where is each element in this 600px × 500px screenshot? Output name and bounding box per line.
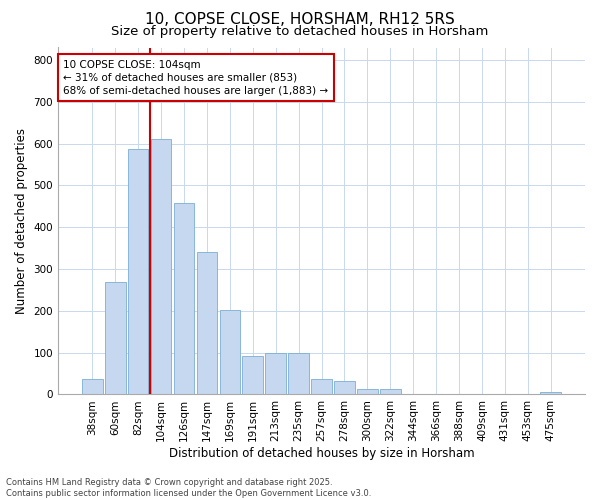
Bar xyxy=(265,352,286,395)
Text: 10 COPSE CLOSE: 104sqm
← 31% of detached houses are smaller (853)
68% of semi-de: 10 COPSE CLOSE: 104sqm ← 31% of detached… xyxy=(64,60,328,96)
Bar xyxy=(173,203,194,394)
Bar xyxy=(197,252,217,394)
Bar xyxy=(541,392,561,394)
Y-axis label: Number of detached properties: Number of detached properties xyxy=(15,128,28,314)
Bar xyxy=(288,352,309,395)
Text: Size of property relative to detached houses in Horsham: Size of property relative to detached ho… xyxy=(112,25,488,38)
Bar xyxy=(311,378,332,394)
Bar xyxy=(128,148,148,394)
Bar xyxy=(242,356,263,395)
X-axis label: Distribution of detached houses by size in Horsham: Distribution of detached houses by size … xyxy=(169,447,475,460)
Text: Contains HM Land Registry data © Crown copyright and database right 2025.
Contai: Contains HM Land Registry data © Crown c… xyxy=(6,478,371,498)
Bar xyxy=(105,282,125,395)
Bar xyxy=(357,388,377,394)
Text: 10, COPSE CLOSE, HORSHAM, RH12 5RS: 10, COPSE CLOSE, HORSHAM, RH12 5RS xyxy=(145,12,455,28)
Bar xyxy=(380,388,401,394)
Bar xyxy=(151,140,172,394)
Bar xyxy=(334,381,355,394)
Bar xyxy=(220,310,240,394)
Bar xyxy=(82,378,103,394)
